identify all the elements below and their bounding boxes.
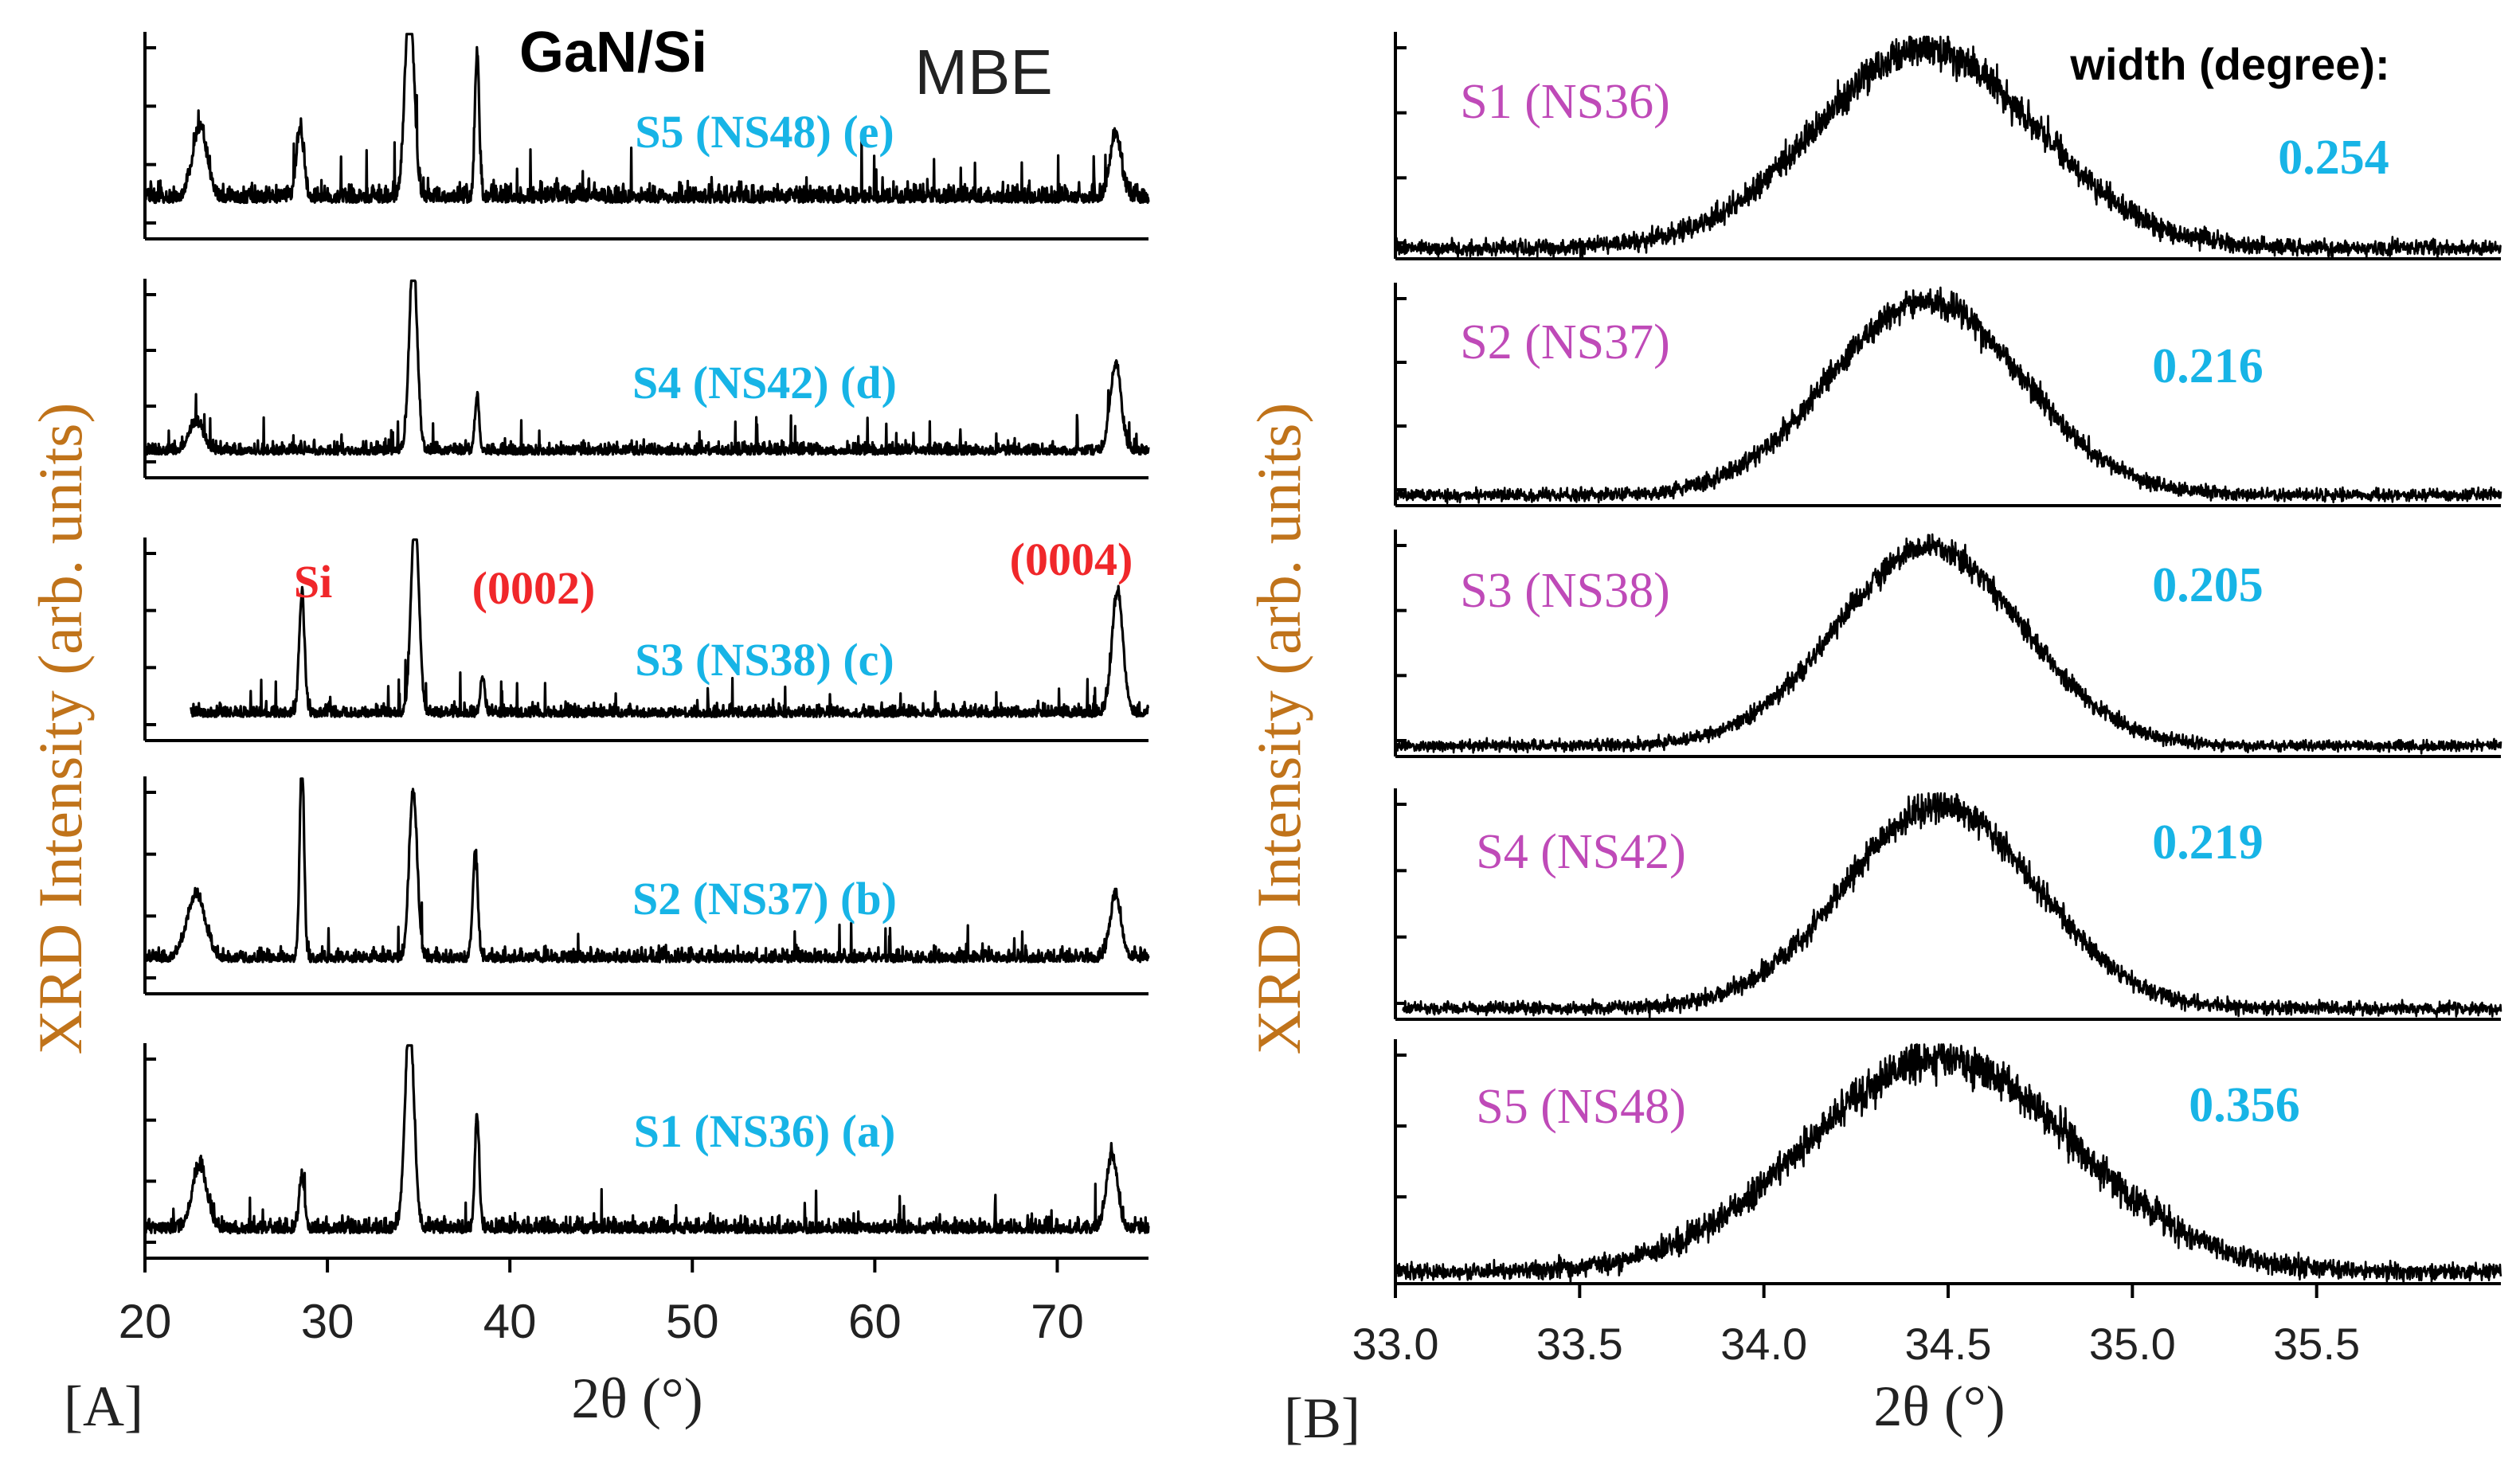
panel-b-x-tick-label: 34.5 [1905,1319,1992,1369]
panel-a-x-tick-label: 20 [119,1295,172,1348]
panel-b-x-tick-label: 35.0 [2089,1319,2176,1369]
peak-label-0002: (0002) [472,562,596,614]
panel-b-x-tick-label: 35.5 [2273,1319,2360,1369]
panel-b-sample-label-2: S2 (NS37) [1460,315,1670,369]
panel-a-sample-label-3: S3 (NS38) (c) [635,634,894,686]
panel-a: 20 30 40 50 60 70 S5 (NS48) (e)S4 (NS42) (d)S… [25,21,1150,1438]
panel-b-x-tick-label: 33.5 [1536,1319,1623,1369]
panel-b-trace-3 [1394,533,2502,755]
peak-label-0004: (0004) [1010,534,1133,585]
panel-a-sample-label-2: S4 (NS42) (d) [632,357,897,409]
panel-a-trace-3 [190,538,1150,718]
panel-b-width-value-4: 0.219 [2152,815,2264,870]
panel-b-width-value-2: 0.216 [2152,339,2264,393]
panel-b-sample-label-5: S5 (NS48) [1476,1080,1686,1134]
panel-b-width-value-3: 0.205 [2152,558,2264,612]
panel-b-sample-label-4: S4 (NS42) [1476,825,1686,879]
panel-a-trace-2 [143,280,1150,456]
panel-a-x-tick-label: 50 [666,1295,719,1348]
panel-b-sample-label-1: S1 (NS36) [1460,75,1670,129]
width-header: width (degree): [2069,39,2389,89]
panel-b: 33.0 33.5 34.0 34.5 35.0 35.5 S1 (NS36)0.254S… [1244,32,2502,1450]
panel-a-axes [143,32,1148,1273]
panel-b-x-tick-label: 34.0 [1720,1319,1807,1369]
panel-b-y-axis-title: XRD Intensity (arb. units) [1244,403,1313,1055]
panel-a-trace-4 [143,777,1150,964]
panel-a-traces [143,33,1150,1235]
panel-b-x-tick-labels: 33.0 33.5 34.0 34.5 35.0 35.5 [1352,1319,2361,1369]
panel-b-label: [B] [1284,1386,1360,1450]
panel-b-x-axis-title: 2θ (°) [1873,1374,2005,1438]
panel-a-sample-labels: S5 (NS48) (e) S4 (NS42) (d) S3 (NS38) (c) S… [632,106,897,1157]
panel-a-x-tick-labels: 20 30 40 50 60 70 [119,1295,1084,1348]
panel-b-sample-label-3: S3 (NS38) [1460,564,1670,618]
panel-b-width-value-5: 0.356 [2189,1078,2300,1132]
panel-a-label: [A] [64,1374,143,1438]
panel-a-trace-5 [143,1044,1150,1235]
panel-a-x-axis-title: 2θ (°) [571,1366,702,1430]
panel-a-x-tick-label: 70 [1031,1295,1084,1348]
panel-a-x-tick-label: 40 [483,1295,537,1348]
panel-a-x-tick-label: 60 [848,1295,902,1348]
panel-b-trace-1 [1394,35,2502,260]
panel-a-sample-label-5: S1 (NS36) (a) [634,1105,896,1157]
panel-b-axes [1394,32,2501,1298]
panel-b-trace-2 [1395,286,2502,505]
panel-b-width-value-1: 0.254 [2278,131,2389,185]
peak-label-si: Si [294,556,332,608]
panel-b-trace-4 [1402,792,2502,1019]
panel-b-sample-labels: S1 (NS36) 0.254 S2 (NS37) 0.216 S3 (NS38) 0.2… [1460,75,2389,1134]
panel-a-sample-label-4: S2 (NS37) (b) [632,873,897,925]
panel-b-trace-5 [1394,1043,2502,1284]
panel-a-title: GaN/Si [519,21,707,84]
panel-a-trace-1 [143,33,1150,205]
panel-b-x-tick-label: 33.0 [1352,1319,1439,1369]
panel-b-traces [1394,35,2502,1284]
panel-a-sample-label-1: S5 (NS48) (e) [635,106,894,158]
panel-a-subtitle: MBE [914,37,1052,108]
panel-a-x-tick-label: 30 [301,1295,354,1348]
panel-a-y-axis-title: XRD Intensity (arb. units) [25,403,95,1055]
